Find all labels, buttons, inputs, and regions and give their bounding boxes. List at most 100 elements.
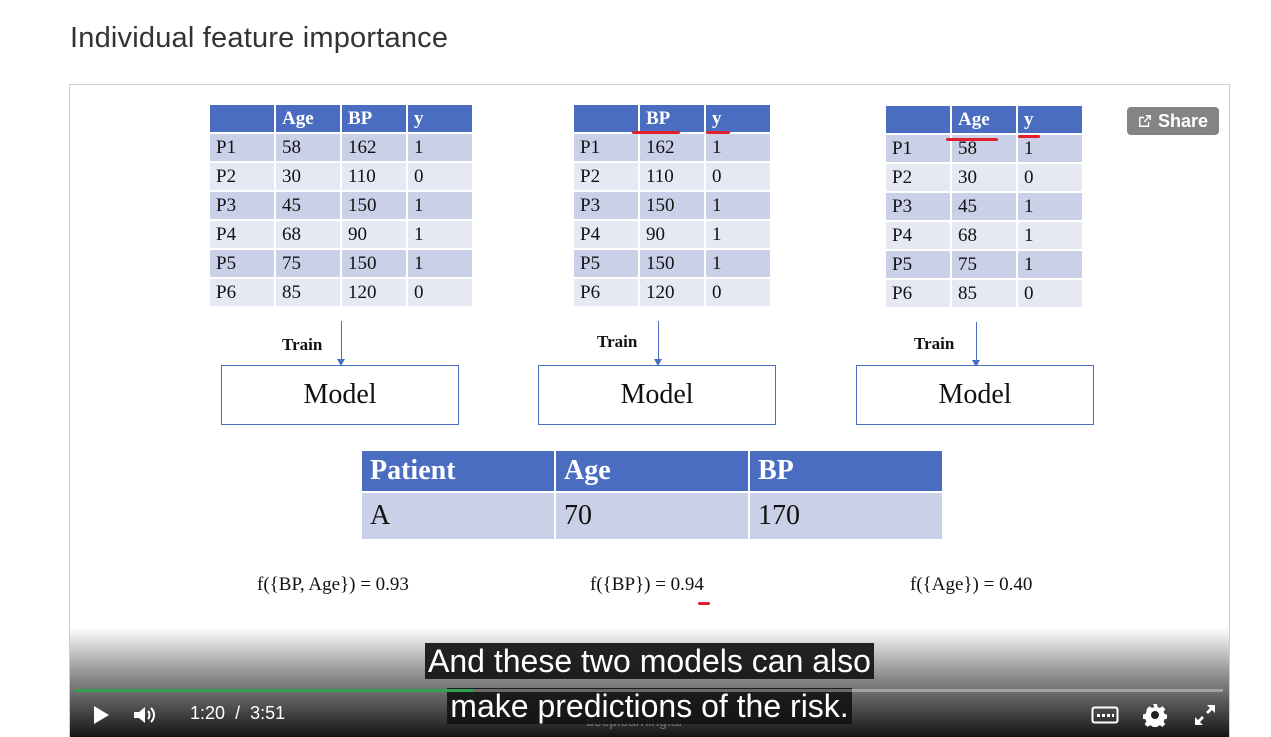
table-row: P3 45 150 1 xyxy=(210,192,472,219)
table-cell: 1 xyxy=(706,221,770,248)
share-button[interactable]: Share xyxy=(1127,107,1219,135)
progress-bar[interactable] xyxy=(76,689,1223,692)
table-header-cell: Age xyxy=(556,451,748,491)
table-cell: 85 xyxy=(952,280,1016,307)
table-row: P6 120 0 xyxy=(574,279,770,306)
volume-icon xyxy=(134,707,155,723)
table-cell: 1 xyxy=(408,192,472,219)
table-cell: 1 xyxy=(706,134,770,161)
annotation-underline xyxy=(632,131,680,134)
train-arrow xyxy=(654,321,662,366)
captions-button[interactable] xyxy=(1090,704,1120,726)
formula-bp: f({BP}) = 0.94 xyxy=(590,574,704,595)
play-icon xyxy=(94,706,109,724)
caption-line-1: And these two models can also xyxy=(70,640,1229,682)
table-cell: 0 xyxy=(1018,280,1082,307)
table-row: A 70 170 xyxy=(362,493,942,539)
table-cell: 0 xyxy=(1018,164,1082,191)
annotation-underline xyxy=(698,602,710,605)
table-cell: P5 xyxy=(886,251,950,278)
current-time: 1:20 xyxy=(190,703,226,723)
table-cell: 0 xyxy=(706,279,770,306)
annotation-underline xyxy=(706,131,730,134)
table-row: P4 68 90 1 xyxy=(210,221,472,248)
table-row: P5 75 1 xyxy=(886,251,1082,278)
table-header-cell: Patient xyxy=(362,451,554,491)
fullscreen-button[interactable] xyxy=(1193,703,1217,727)
duration: 3:51 xyxy=(250,703,286,723)
table-cell: P2 xyxy=(210,163,274,190)
video-slide: Age BP y P1 58 162 1 P2 30 110 0 P3 45 150 1 P4 68… xyxy=(70,85,1229,737)
train-arrow xyxy=(337,321,345,366)
table-cell: 1 xyxy=(408,221,472,248)
caption-line-2: make predictions of the risk. xyxy=(70,685,1229,727)
table-cell: P4 xyxy=(210,221,274,248)
table-cell: 70 xyxy=(556,493,748,539)
table-cell: 150 xyxy=(640,250,704,277)
table-cell: 1 xyxy=(1018,251,1082,278)
table-row: P3 150 1 xyxy=(574,192,770,219)
annotation-underline xyxy=(946,138,998,141)
table-cell: P6 xyxy=(210,279,274,306)
table-cell: 150 xyxy=(342,192,406,219)
time-separator: / xyxy=(235,703,241,723)
formula-age: f({Age}) = 0.40 xyxy=(910,574,1033,595)
table-cell: A xyxy=(362,493,554,539)
train-label: Train xyxy=(914,334,955,353)
player-controls: 1:20 / 3:51 xyxy=(70,693,1229,737)
table-cell: P1 xyxy=(886,135,950,162)
video-player[interactable]: Age BP y P1 58 162 1 P2 30 110 0 P3 45 150 1 P4 68… xyxy=(69,84,1230,737)
table-cell: P6 xyxy=(886,280,950,307)
table-cell: P3 xyxy=(210,192,274,219)
table-cell: 85 xyxy=(276,279,340,306)
volume-button[interactable] xyxy=(132,704,160,726)
table-row: P3 45 1 xyxy=(886,193,1082,220)
caption-text: make predictions of the risk. xyxy=(447,688,852,724)
table-cell: 120 xyxy=(342,279,406,306)
share-icon xyxy=(1139,115,1151,127)
settings-button[interactable] xyxy=(1143,703,1167,727)
table-cell: 150 xyxy=(640,192,704,219)
table-header-cell: BP xyxy=(750,451,942,491)
table-cell: P2 xyxy=(574,163,638,190)
table-cell: 162 xyxy=(640,134,704,161)
play-button[interactable] xyxy=(90,704,112,726)
formula-bp-age: f({BP, Age}) = 0.93 xyxy=(257,574,409,595)
table-cell: 75 xyxy=(952,251,1016,278)
table-cell: 110 xyxy=(342,163,406,190)
model-box: Model xyxy=(856,365,1094,425)
table-row: P1 162 1 xyxy=(574,134,770,161)
table-cell: 90 xyxy=(342,221,406,248)
table-cell: 120 xyxy=(640,279,704,306)
table-row: P4 68 1 xyxy=(886,222,1082,249)
table-cell: 0 xyxy=(706,163,770,190)
table-cell: 1 xyxy=(706,192,770,219)
table-row: P1 58 162 1 xyxy=(210,134,472,161)
table-header-cell: BP xyxy=(640,105,704,132)
table-cell: 68 xyxy=(952,222,1016,249)
table-cell: 1 xyxy=(1018,222,1082,249)
table-row: P5 75 150 1 xyxy=(210,250,472,277)
table-cell: 30 xyxy=(276,163,340,190)
table-header-cell xyxy=(886,106,950,133)
table-header-cell: y xyxy=(1018,106,1082,133)
patient-table: Patient Age BP A 70 170 xyxy=(360,449,944,541)
table-row: P2 110 0 xyxy=(574,163,770,190)
table-cell: 68 xyxy=(276,221,340,248)
model-box: Model xyxy=(221,365,459,425)
table-header-cell: y xyxy=(706,105,770,132)
table-cell: P3 xyxy=(574,192,638,219)
table-cell: 1 xyxy=(1018,193,1082,220)
train-label: Train xyxy=(282,335,323,354)
share-label: Share xyxy=(1157,110,1209,131)
time-display: 1:20 / 3:51 xyxy=(190,703,285,724)
feature-table-age: Age y P1 58 1 P2 30 0 P3 45 1 P4 68 1 P5 75 1 P6 85… xyxy=(884,104,1084,309)
table-cell: 0 xyxy=(408,279,472,306)
table-cell: 30 xyxy=(952,164,1016,191)
table-cell: P6 xyxy=(574,279,638,306)
table-cell: 150 xyxy=(342,250,406,277)
table-cell: 162 xyxy=(342,134,406,161)
page-title: Individual feature importance xyxy=(70,22,449,54)
table-cell: 1 xyxy=(408,134,472,161)
table-cell: 45 xyxy=(276,192,340,219)
